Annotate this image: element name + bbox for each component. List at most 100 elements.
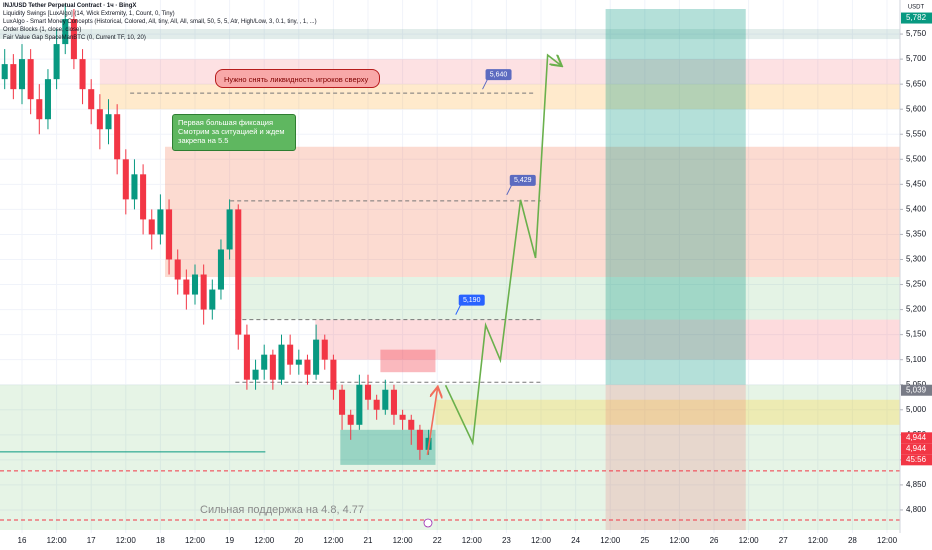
x-tick-label: 12:00 — [185, 536, 206, 545]
candle-body — [10, 64, 17, 90]
candle-body — [157, 209, 164, 235]
annotation-red: Нужно снять ликвидность игроков сверху — [215, 69, 380, 88]
zone — [99, 84, 901, 110]
candle-body — [62, 19, 69, 45]
candle-body — [339, 389, 346, 415]
price-label-box — [485, 69, 512, 81]
candle-body — [36, 99, 43, 120]
y-tick-label: 5,450 — [906, 179, 927, 188]
y-tick-label: 5,300 — [906, 255, 927, 264]
zone — [605, 9, 746, 385]
event-icon[interactable] — [423, 518, 433, 528]
zone — [435, 399, 900, 425]
price-tag — [901, 432, 932, 444]
candle-body — [235, 209, 242, 335]
candle-body — [408, 419, 415, 430]
candle-body — [53, 44, 60, 80]
y-tick-label: 4,850 — [906, 480, 927, 489]
x-tick-label: 22 — [433, 536, 442, 545]
candle-body — [96, 109, 103, 130]
candle-body — [304, 359, 311, 375]
candle-body — [347, 414, 354, 425]
candle-body — [390, 389, 397, 415]
time-axis-bg — [0, 533, 932, 550]
y-tick-label: 5,400 — [906, 205, 927, 214]
candle-body — [261, 354, 268, 370]
y-tick-label: 5,350 — [906, 230, 927, 239]
price-tag-label: 4,944 — [906, 433, 927, 442]
candle-body — [243, 334, 250, 380]
x-tick-label: 20 — [294, 536, 303, 545]
x-tick-label: 12:00 — [323, 536, 344, 545]
x-tick-label: 12:00 — [531, 536, 552, 545]
x-tick-label: 17 — [87, 536, 96, 545]
candle-body — [278, 344, 285, 380]
candle-body — [105, 114, 112, 130]
x-tick-label: 12:00 — [669, 536, 690, 545]
price-label: 5,640 — [490, 72, 508, 79]
reaction-path — [426, 388, 437, 455]
legend: INJ/USD Tether Perpetual Contract · 1ч ·… — [3, 2, 317, 42]
candle-body — [321, 339, 328, 360]
candle-body — [140, 174, 147, 220]
y-tick-label: 5,000 — [906, 405, 927, 414]
candle-body — [148, 219, 155, 235]
x-tick-label: 28 — [848, 536, 857, 545]
indicator[interactable]: Fair Value Gap SpaceManBTC (0, Current T… — [3, 35, 146, 41]
x-tick-label: 18 — [156, 536, 165, 545]
candle-body — [217, 249, 224, 290]
candle-body — [399, 414, 406, 420]
candle-body — [114, 114, 121, 160]
x-tick-label: 12:00 — [462, 536, 483, 545]
price-tag-label: 5,782 — [906, 13, 927, 22]
candle-body — [18, 59, 26, 90]
countdown: 45:56 — [906, 455, 927, 464]
y-tick-label: 5,500 — [906, 154, 927, 163]
y-tick-label: 5,200 — [906, 305, 927, 314]
y-tick-label: 5,550 — [906, 129, 927, 138]
price-tag-label: 5,039 — [906, 385, 927, 394]
y-tick-label: 5,600 — [906, 104, 927, 113]
candle-body — [252, 369, 259, 380]
x-tick-label: 12:00 — [600, 536, 621, 545]
indicator[interactable]: LuxAlgo - Smart Money Concepts (Historic… — [3, 19, 317, 25]
price-tag — [901, 384, 932, 396]
candle-body — [44, 79, 51, 120]
y-tick-label: 5,250 — [906, 280, 927, 289]
candle-body — [27, 59, 34, 100]
candle-body — [174, 259, 181, 280]
y-tick-label: 4,800 — [906, 505, 927, 514]
candle-body — [209, 289, 216, 310]
candle-body — [183, 279, 190, 295]
x-tick-label: 12:00 — [47, 536, 68, 545]
candle-body — [191, 274, 199, 295]
indicator[interactable]: Liquidity Swings [LuxAlgo] (14, Wick Ext… — [3, 11, 175, 17]
zone — [0, 29, 900, 40]
candle-body — [356, 384, 363, 425]
x-tick-label: 12:00 — [877, 536, 898, 545]
x-tick-label: 12:00 — [739, 536, 760, 545]
zone — [380, 349, 436, 373]
x-tick-label: 12:00 — [116, 536, 137, 545]
candle-body — [131, 174, 138, 200]
candle-body — [373, 399, 380, 410]
zone — [315, 319, 900, 360]
y-tick-label: 5,750 — [906, 29, 927, 38]
price-label-box — [509, 174, 536, 186]
x-tick-label: 26 — [710, 536, 719, 545]
candle-body — [122, 159, 129, 200]
candle-body — [269, 354, 276, 380]
indicator[interactable]: Order Blocks (1, close, close) — [3, 27, 82, 33]
candle-body — [88, 89, 95, 110]
x-tick-label: 19 — [225, 536, 234, 545]
price-label: 5,190 — [463, 297, 481, 304]
candle-body — [200, 274, 207, 310]
x-tick-label: 12:00 — [254, 536, 275, 545]
y-tick-label: 5,050 — [906, 380, 927, 389]
y-tick-label: 5,150 — [906, 330, 927, 339]
candle-body — [70, 19, 77, 60]
price-tag-label: 4,944 — [906, 444, 927, 453]
candle-body — [416, 429, 423, 450]
y-tick-label: 5,650 — [906, 79, 927, 88]
